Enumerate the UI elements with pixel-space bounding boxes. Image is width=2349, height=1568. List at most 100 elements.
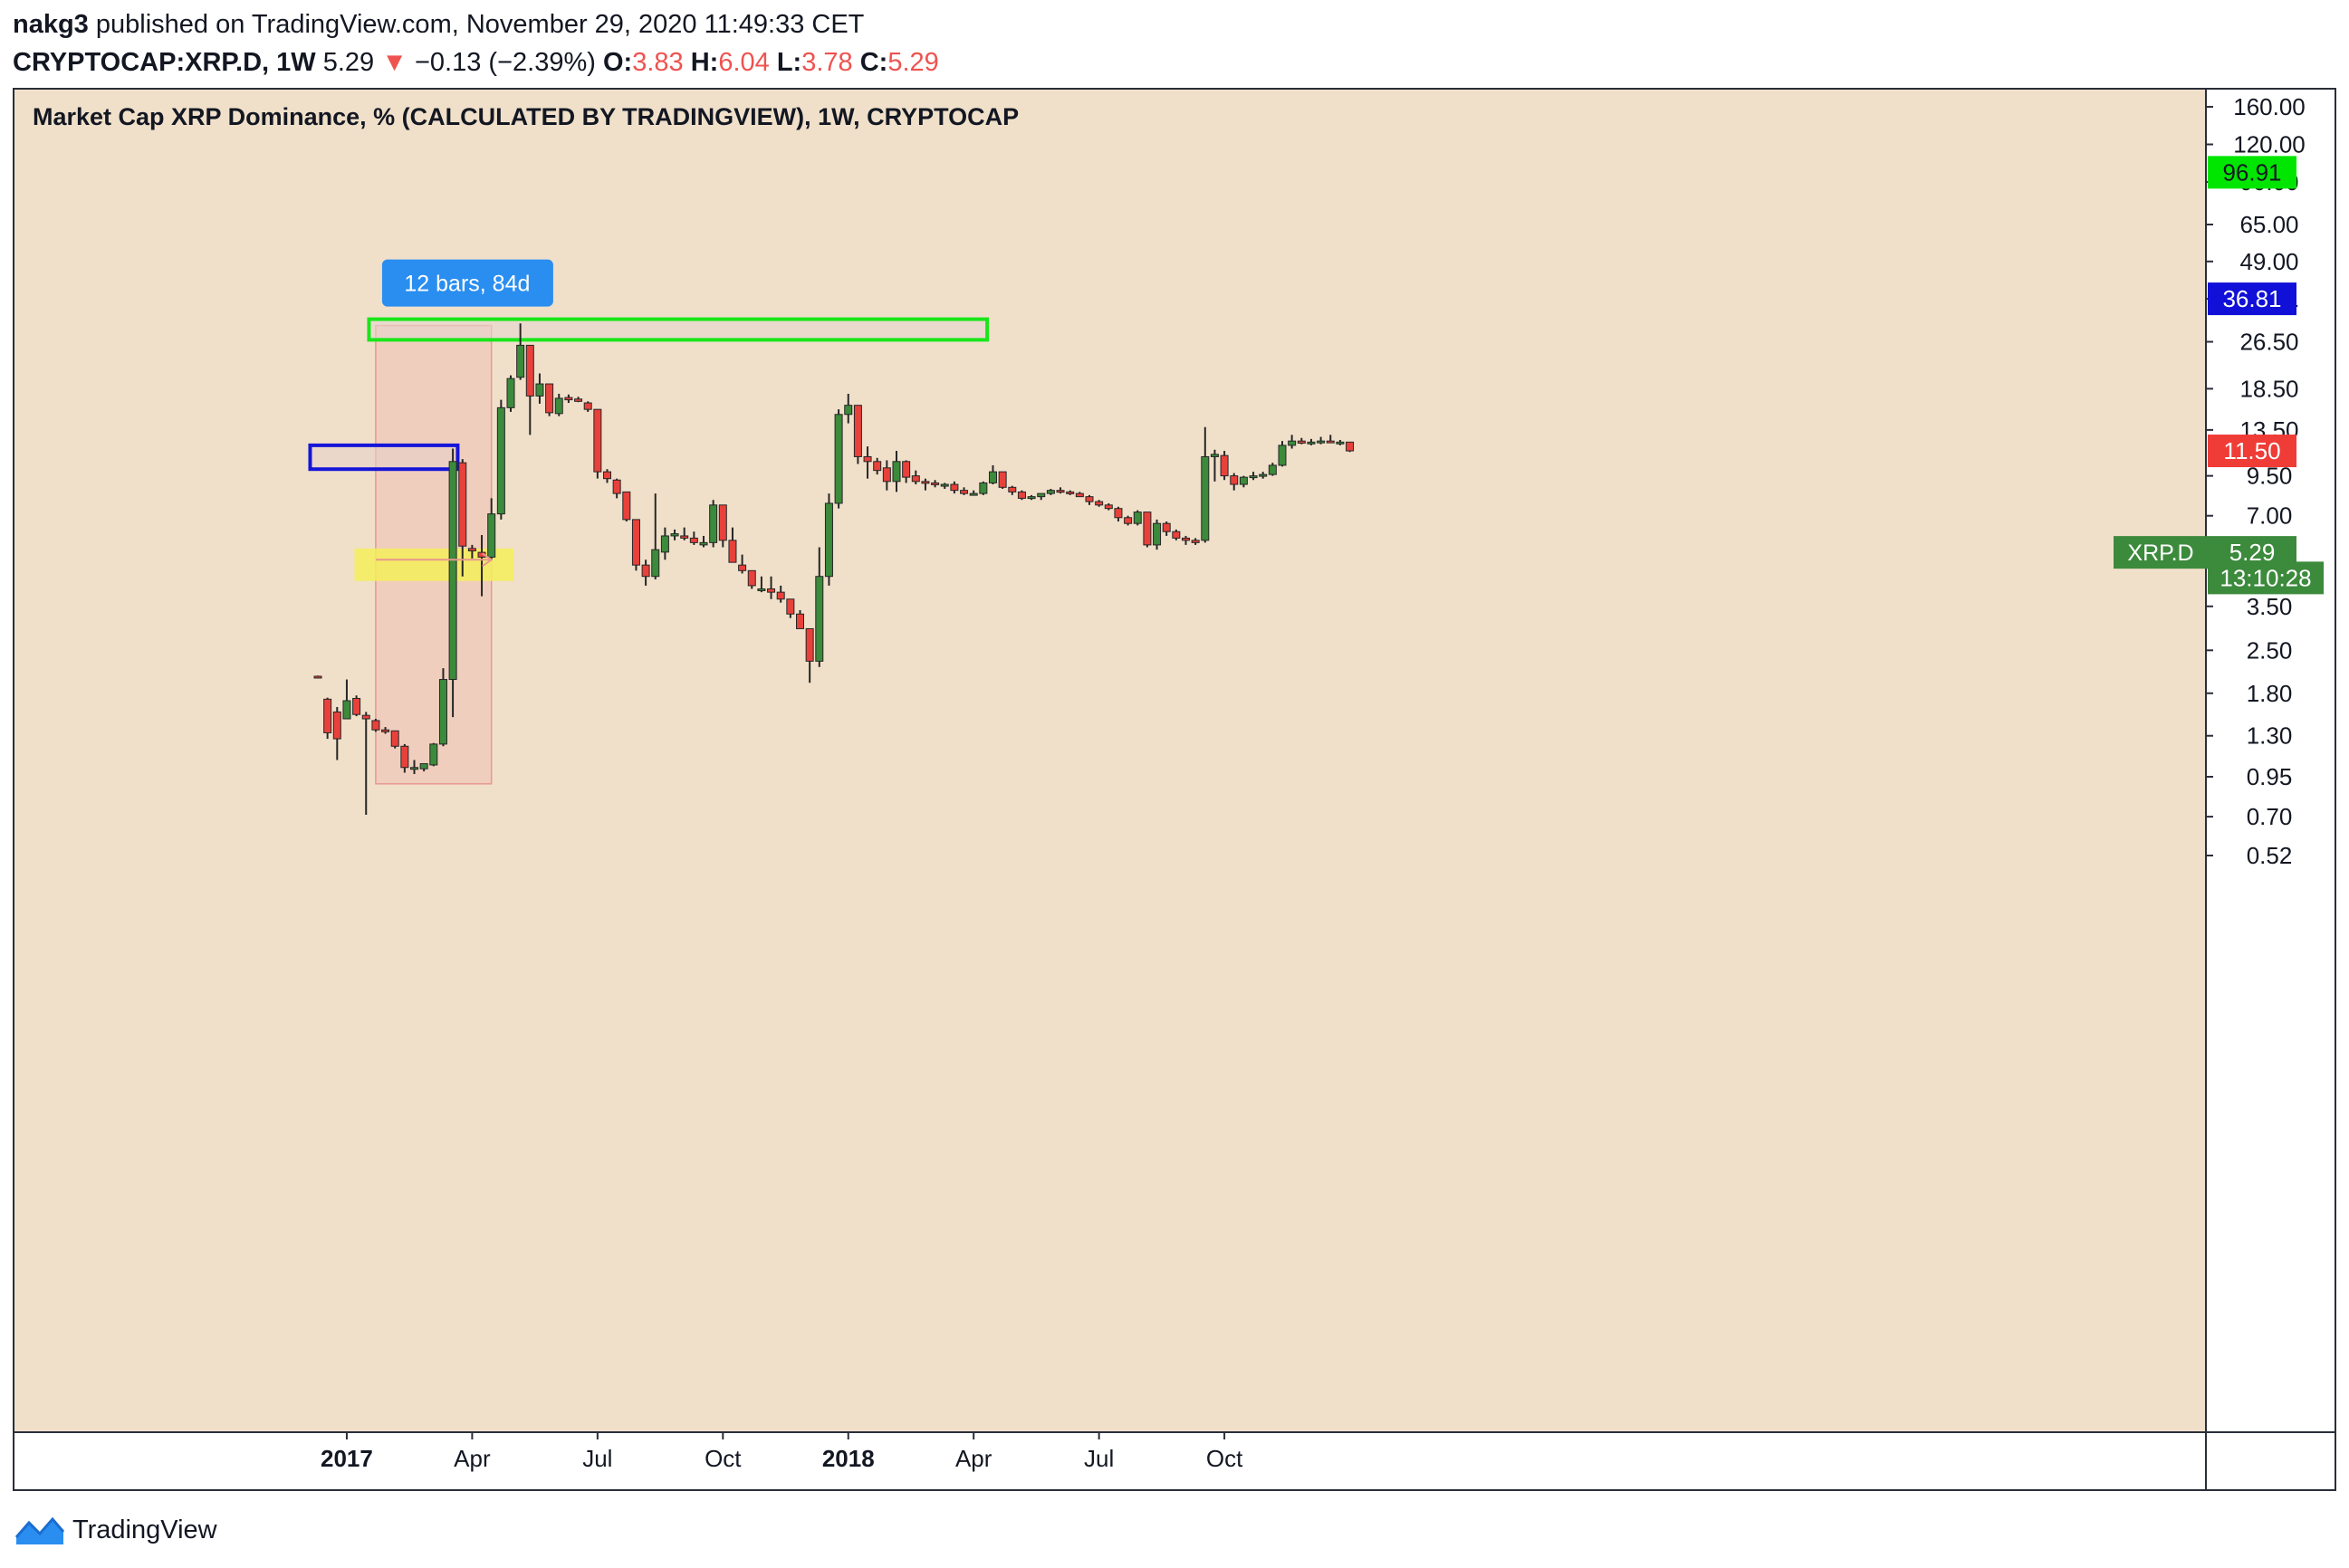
- candle-body-down: [1008, 486, 1017, 492]
- time-axis-label: 2018: [822, 1445, 875, 1472]
- candle: [1249, 472, 1258, 481]
- candle: [1201, 426, 1210, 543]
- high-label: H:: [690, 48, 719, 77]
- candle-body-up: [1307, 441, 1316, 445]
- candle-body-down: [853, 405, 862, 457]
- candle-body-down: [361, 714, 370, 720]
- measure-label-box: [381, 259, 553, 307]
- candle: [728, 527, 737, 563]
- candle-body-down: [1230, 475, 1239, 485]
- price-label-box: [2208, 435, 2296, 468]
- price-axis-label: 3.50: [2247, 593, 2293, 620]
- low-label: L:: [776, 48, 802, 77]
- candle-body-up: [989, 471, 997, 483]
- candle-body-down: [1326, 440, 1335, 444]
- candle-body-down: [564, 397, 573, 401]
- candle-body-down: [631, 519, 640, 566]
- candle: [467, 544, 476, 559]
- chart-frame[interactable]: 12 bars, 84d 220.00160.00120.0090.0065.0…: [13, 88, 2336, 1491]
- time-axis-label: Jul: [582, 1445, 612, 1472]
- candle-body-up: [1133, 512, 1142, 524]
- price-axis-label: 49.00: [2239, 248, 2298, 275]
- candle-body-down: [1066, 491, 1075, 494]
- candle: [950, 481, 959, 494]
- candle: [689, 531, 698, 545]
- candle: [381, 727, 390, 734]
- candle: [1153, 519, 1162, 550]
- candle-body-down: [458, 462, 467, 547]
- candle-body-down: [381, 729, 390, 732]
- time-axis[interactable]: 2017 Apr Jul Oct 2018 Apr Jul Oct: [321, 1432, 1243, 1472]
- candle-body-up: [410, 767, 418, 770]
- published-text: published on TradingView.com, November 2…: [95, 10, 865, 39]
- time-axis-label: Apr: [454, 1445, 491, 1472]
- candle-body-up: [419, 763, 428, 770]
- candle-body-down: [931, 482, 940, 485]
- price-axis-label: 7.00: [2247, 502, 2293, 530]
- candle-body-down: [371, 720, 380, 731]
- candle-body-up: [1268, 464, 1277, 475]
- candle-body-up: [1278, 445, 1287, 466]
- candle: [1085, 494, 1094, 505]
- candle: [680, 527, 689, 540]
- footer-brand[interactable]: TradingView: [14, 1512, 217, 1548]
- candle: [410, 760, 418, 774]
- candle: [438, 668, 447, 747]
- candle-body-down: [998, 471, 1007, 488]
- candle-body-up: [429, 743, 438, 766]
- price-labels-layer: 96.91 36.81 11.50 5.29 XRP.D 13:10:28: [2114, 156, 2324, 595]
- candle: [882, 460, 891, 491]
- candle: [554, 393, 563, 416]
- candle-body-up: [1239, 476, 1248, 485]
- candle-body-down: [545, 383, 554, 414]
- candle: [776, 585, 785, 603]
- candle: [612, 478, 621, 499]
- candle: [1297, 437, 1306, 445]
- open-label: O:: [602, 48, 633, 77]
- candle: [979, 481, 988, 495]
- candle-body-down: [680, 535, 689, 539]
- author-name[interactable]: nakg3: [13, 10, 89, 39]
- candle-body-up: [554, 397, 563, 415]
- candle: [1268, 463, 1277, 476]
- candle: [921, 478, 930, 491]
- candle: [641, 559, 650, 586]
- candle: [1104, 502, 1113, 511]
- candle-body-down: [583, 402, 592, 410]
- price-axis[interactable]: 220.00160.00120.0090.0065.0049.0036.8126…: [2206, 90, 2306, 869]
- publish-line: nakg3 published on TradingView.com, Nove…: [13, 7, 864, 42]
- price-axis-label: 1.30: [2247, 722, 2293, 750]
- candle-body-down: [1075, 492, 1084, 498]
- candle: [757, 576, 766, 593]
- candle: [342, 679, 351, 720]
- candle: [1037, 492, 1046, 501]
- candle-body-up: [535, 383, 544, 397]
- candle-body-down: [352, 697, 361, 715]
- time-axis-background: [14, 1432, 2206, 1489]
- candle-body-down: [1182, 537, 1190, 541]
- candle: [1066, 490, 1075, 495]
- candle: [1133, 510, 1142, 526]
- price-axis-label: 1.80: [2247, 680, 2293, 707]
- candle-body-down: [1172, 531, 1181, 539]
- candle-body-down: [323, 698, 332, 733]
- measure-arrow-head-icon: [482, 552, 494, 568]
- candle-body-down: [1085, 496, 1094, 502]
- candle-body-down: [390, 730, 399, 747]
- price-label-value: 36.81: [2222, 285, 2281, 312]
- candle: [853, 405, 862, 464]
- candle-body-down: [873, 461, 882, 472]
- candle: [1317, 436, 1326, 445]
- candle: [496, 399, 505, 520]
- candle: [313, 675, 322, 679]
- candle-body-up: [438, 679, 447, 745]
- candle-body-up: [670, 533, 679, 537]
- candle-body-down: [911, 475, 920, 483]
- candle: [1336, 439, 1345, 445]
- price-axis-label: 18.50: [2239, 375, 2298, 402]
- price-chart[interactable]: 12 bars, 84d 220.00160.00120.0090.0065.0…: [14, 90, 2335, 1489]
- candle: [1114, 506, 1123, 522]
- high-value: 6.04: [718, 48, 770, 77]
- price-axis-label: 26.50: [2239, 329, 2298, 356]
- time-axis-label: 2017: [321, 1445, 373, 1472]
